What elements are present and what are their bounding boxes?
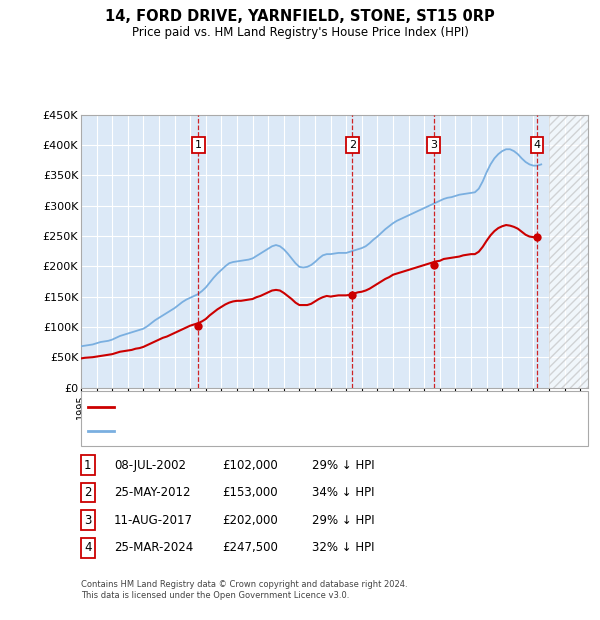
Text: 32% ↓ HPI: 32% ↓ HPI [312, 541, 374, 554]
Text: Contains HM Land Registry data © Crown copyright and database right 2024.
This d: Contains HM Land Registry data © Crown c… [81, 580, 407, 600]
Text: 08-JUL-2002: 08-JUL-2002 [114, 459, 186, 472]
Text: 1: 1 [84, 459, 92, 472]
Text: 2: 2 [84, 486, 92, 499]
Text: 2: 2 [349, 140, 356, 150]
Text: 29% ↓ HPI: 29% ↓ HPI [312, 514, 374, 527]
Text: 29% ↓ HPI: 29% ↓ HPI [312, 459, 374, 472]
Text: 25-MAR-2024: 25-MAR-2024 [114, 541, 193, 554]
Text: £247,500: £247,500 [222, 541, 278, 554]
Text: 3: 3 [430, 140, 437, 150]
Text: £202,000: £202,000 [222, 514, 278, 527]
Text: 1: 1 [195, 140, 202, 150]
Bar [549, 115, 588, 388]
Text: 25-MAY-2012: 25-MAY-2012 [114, 486, 191, 499]
Text: 4: 4 [84, 541, 92, 554]
Text: 3: 3 [84, 514, 91, 527]
Text: 14, FORD DRIVE, YARNFIELD, STONE, ST15 0RP (detached house): 14, FORD DRIVE, YARNFIELD, STONE, ST15 0… [119, 402, 445, 412]
Text: Price paid vs. HM Land Registry's House Price Index (HPI): Price paid vs. HM Land Registry's House … [131, 26, 469, 39]
Text: £153,000: £153,000 [222, 486, 278, 499]
Text: 4: 4 [533, 140, 541, 150]
Text: HPI: Average price, detached house, Stafford: HPI: Average price, detached house, Staf… [119, 426, 343, 436]
Text: £102,000: £102,000 [222, 459, 278, 472]
Text: 34% ↓ HPI: 34% ↓ HPI [312, 486, 374, 499]
Text: 11-AUG-2017: 11-AUG-2017 [114, 514, 193, 527]
Text: 14, FORD DRIVE, YARNFIELD, STONE, ST15 0RP: 14, FORD DRIVE, YARNFIELD, STONE, ST15 0… [105, 9, 495, 24]
